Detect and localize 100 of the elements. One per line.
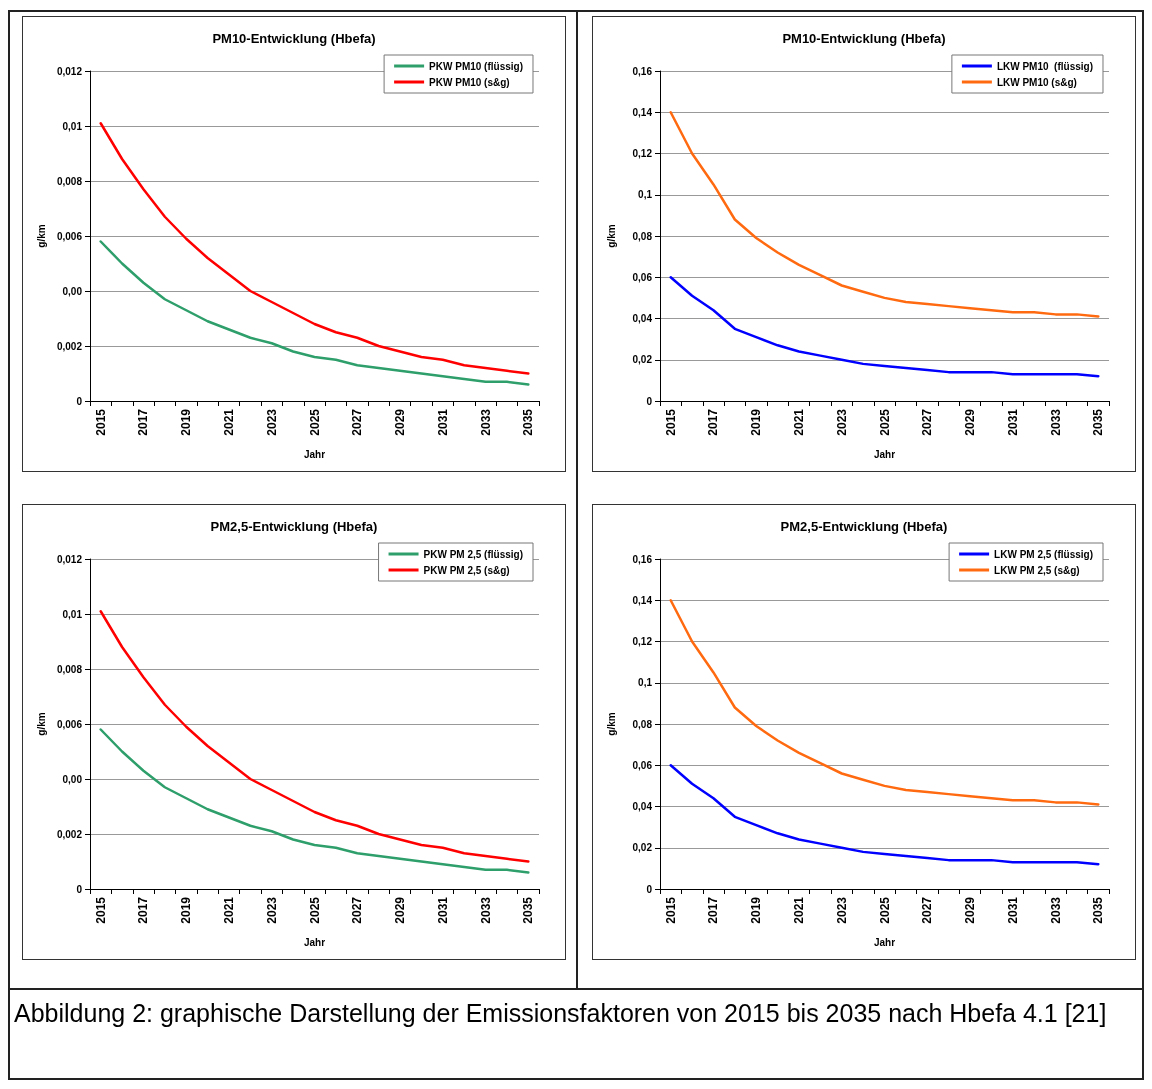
x-tick-label: 2029	[963, 896, 978, 924]
y-tick-label: 0,01	[62, 608, 83, 620]
text: Abbildung 2: graphische Darstellung der Emissionsfaktoren von 2015 bis 2035 nach Hbefa 4.1 [21]	[14, 998, 1108, 1029]
y-tick-label: 0,006	[56, 230, 83, 242]
x-tick-label: 2035	[521, 896, 536, 924]
x-tick-label: 2029	[963, 408, 978, 436]
x-tick-label: 2021	[791, 408, 806, 436]
legend-label: LKW PM10 (s&g)	[996, 76, 1077, 88]
line-series	[669, 599, 1100, 806]
x-axis-title: Jahr	[303, 936, 326, 948]
x-tick-label: 2035	[1091, 408, 1106, 436]
x-tick-label: 2027	[350, 896, 365, 924]
x-tick-label: 2033	[478, 896, 493, 924]
y-tick-label: 0,04	[632, 801, 653, 812]
y-tick-label: 0,00	[62, 773, 83, 785]
legend-label: PKW PM 2,5 (s&g)	[423, 564, 510, 576]
y-tick-label: 0,06	[632, 271, 653, 283]
y-tick-label: 0,006	[56, 718, 83, 730]
y-tick-label: 0,14	[632, 106, 653, 118]
y-axis-title: g/km	[35, 224, 47, 248]
line-series	[669, 111, 1100, 318]
y-tick-label: 0,012	[56, 65, 83, 77]
y-tick-label: 0,008	[56, 175, 83, 187]
legend-label: PKW PM10 (flüssig)	[429, 60, 524, 72]
y-tick-label: 0,01	[62, 120, 83, 132]
y-tick-label: 0,02	[632, 842, 653, 854]
y-tick-label: 0,12	[632, 636, 653, 647]
y-tick-label: 0,002	[56, 340, 83, 352]
x-tick-label: 2015	[663, 896, 678, 924]
x-tick-label: 2031	[1005, 408, 1020, 436]
x-tick-label: 2029	[393, 896, 408, 924]
y-tick-label: 0,012	[56, 553, 83, 565]
y-tick-label: 0,04	[632, 313, 653, 324]
x-tick-label: 2029	[393, 408, 408, 436]
y-tick-label: 0,002	[56, 828, 83, 840]
x-tick-label: 2023	[264, 408, 279, 436]
y-tick-label: 0	[646, 395, 653, 407]
x-axis-title: Jahr	[873, 448, 896, 460]
x-tick-label: 2019	[749, 896, 764, 924]
legend-label: LKW PM 2,5 (flüssig)	[994, 548, 1094, 560]
line-series	[669, 276, 1100, 378]
x-tick-label: 2015	[93, 408, 108, 436]
chart-title: PM10-Entwicklung (Hbefa)	[212, 31, 376, 46]
x-tick-label: 2015	[663, 408, 678, 436]
x-tick-label: 2017	[706, 408, 721, 436]
x-tick-label: 2025	[877, 896, 892, 924]
x-axis-title: Jahr	[303, 448, 326, 460]
x-tick-label: 2025	[307, 896, 322, 924]
y-axis-title: g/km	[605, 712, 617, 736]
x-tick-label: 2023	[264, 896, 279, 924]
y-axis-title: g/km	[605, 224, 617, 248]
x-tick-label: 2021	[221, 408, 236, 436]
y-tick-label: 0	[646, 883, 653, 895]
x-tick-label: 2035	[521, 408, 536, 436]
line-series	[99, 240, 530, 386]
y-tick-label: 0,08	[632, 718, 653, 730]
y-tick-label: 0,14	[632, 594, 653, 606]
line-series	[99, 728, 530, 874]
y-tick-label: 0	[76, 883, 83, 895]
x-tick-label: 2033	[1048, 896, 1063, 924]
x-tick-label: 2023	[834, 896, 849, 924]
chart-title: PM2,5-Entwicklung (Hbefa)	[780, 519, 948, 534]
x-tick-label: 2031	[435, 896, 450, 924]
x-tick-label: 2019	[179, 896, 194, 924]
y-tick-label: 0	[76, 395, 83, 407]
x-tick-label: 2031	[1005, 896, 1020, 924]
y-axis-title: g/km	[35, 712, 47, 736]
x-tick-label: 2021	[791, 896, 806, 924]
chart-title: PM2,5-Entwicklung (Hbefa)	[210, 519, 378, 534]
legend-label: LKW PM 2,5 (s&g)	[994, 564, 1080, 576]
x-tick-label: 2027	[920, 408, 935, 436]
y-tick-label: 0,00	[62, 285, 83, 297]
legend-label: PKW PM10 (s&g)	[429, 76, 510, 88]
line-series	[99, 122, 530, 375]
x-tick-label: 2033	[478, 408, 493, 436]
x-tick-label: 2015	[93, 896, 108, 924]
y-tick-label: 0,16	[632, 65, 653, 77]
y-tick-label: 0,06	[632, 759, 653, 771]
y-tick-label: 0,1	[638, 677, 653, 689]
x-tick-label: 2023	[834, 408, 849, 436]
x-tick-label: 2025	[307, 408, 322, 436]
y-tick-label: 0,1	[638, 189, 653, 201]
x-tick-label: 2033	[1048, 408, 1063, 436]
y-tick-label: 0,008	[56, 663, 83, 675]
x-tick-label: 2027	[350, 408, 365, 436]
y-tick-label: 0,08	[632, 230, 653, 242]
legend-label: LKW PM10 (flüssig)	[996, 60, 1094, 72]
line-series	[669, 764, 1100, 866]
x-tick-label: 2019	[749, 408, 764, 436]
y-tick-label: 0,16	[632, 553, 653, 565]
legend-label: PKW PM 2,5 (flüssig)	[423, 548, 523, 560]
x-tick-label: 2025	[877, 408, 892, 436]
x-tick-label: 2017	[136, 896, 151, 924]
line-series	[99, 610, 530, 863]
y-tick-label: 0,12	[632, 148, 653, 159]
x-axis-title: Jahr	[873, 936, 896, 948]
x-tick-label: 2027	[920, 896, 935, 924]
x-tick-label: 2017	[706, 896, 721, 924]
y-tick-label: 0,02	[632, 354, 653, 366]
chart-title: PM10-Entwicklung (Hbefa)	[782, 31, 946, 46]
